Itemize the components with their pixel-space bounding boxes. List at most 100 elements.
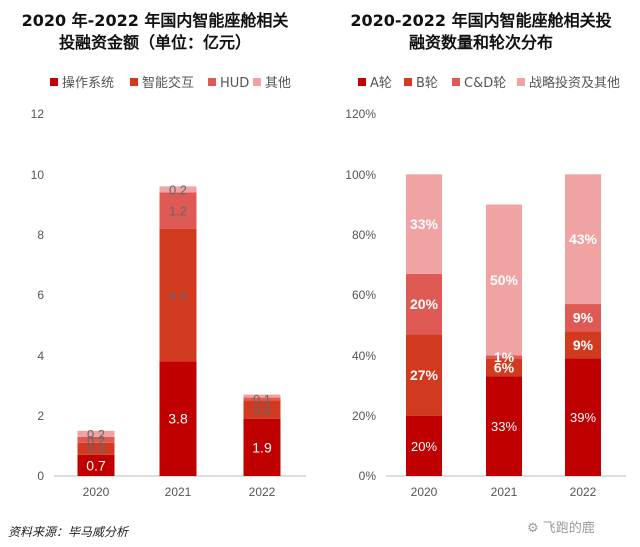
chart-funding-amount: 2020 年-2022 年国内智能座舱相关 投融资金额（单位：亿元） 操作系统 …: [22, 11, 306, 499]
round-label-2020-s3: 33%: [410, 216, 439, 232]
y-tick-60: 60%: [352, 288, 376, 302]
legend-swatch-a-round: [358, 78, 366, 86]
chart-round-distribution: 2020-2022 年国内智能座舱相关投 融资数量和轮次分布 A轮 B轮 C&D…: [345, 11, 626, 499]
amount-bar-2022-s2: [243, 397, 281, 401]
x-tick-2022: 2022: [249, 485, 276, 499]
amount-label-2020-s0: 0.7: [86, 457, 106, 473]
round-label-2021-s1: 6%: [494, 359, 515, 375]
legend: 操作系统 智能交互 HUD 其他: [50, 75, 291, 91]
round-bar-2021-s0: [486, 376, 522, 476]
chart-title-line1: 2020 年-2022 年国内智能座舱相关: [22, 11, 289, 30]
amount-bar-2020-s3: [77, 430, 115, 437]
round-bar-2022-s1: [565, 331, 601, 359]
legend-label-interaction: 智能交互: [142, 75, 194, 91]
chart-title-line2: 投融资金额（单位：亿元）: [59, 33, 251, 52]
legend-swatch-interaction: [130, 78, 138, 86]
y-tick-20: 20%: [352, 409, 376, 423]
round-label-2022-s2: 9%: [573, 310, 594, 326]
round-label-2021-s3: 50%: [490, 272, 519, 288]
legend-swatch-b-round: [404, 78, 412, 86]
amount-bar-2020-s2: [77, 436, 115, 443]
amount-bar-2022-s0: [243, 418, 281, 476]
round-label-2022-s3: 43%: [569, 231, 598, 247]
y-tick-120: 120%: [345, 107, 376, 121]
legend-label-strategic: 战略投资及其他: [529, 75, 620, 91]
y-tick-2: 2: [37, 409, 44, 423]
round-label-2020-s2: 20%: [410, 296, 439, 312]
round-bar-2020-s3: [406, 174, 442, 274]
amount-bar-2020-s1: [77, 442, 115, 455]
amount-label-2020-s2: 0.2: [87, 433, 105, 448]
legend-label-cd-round: C&D轮: [464, 76, 506, 91]
amount-label-2021-s1: 4.4: [169, 288, 187, 303]
round-bar-2022-s2: [565, 304, 601, 332]
y-tick-80: 80%: [352, 228, 376, 242]
y-axis: 0 2 4 6 8 10 12: [31, 107, 45, 483]
amount-bar-2020-s0: [77, 454, 115, 476]
amount-label-2022-s2: 0.1: [253, 392, 271, 407]
round-bar-2020-s0: [406, 415, 442, 476]
amount-label-2021-s2: 1.2: [169, 204, 187, 219]
amount-label-2021-s3: 0.2: [169, 182, 187, 197]
amount-label-2020-s3: 0.2: [87, 427, 105, 442]
y-axis: 0% 20% 40% 60% 80% 100% 120%: [345, 107, 376, 483]
round-bar-2021-s3: [486, 204, 522, 356]
legend-label-os: 操作系统: [62, 75, 114, 91]
legend-label-b-round: B轮: [416, 76, 438, 91]
legend-label-other: 其他: [265, 76, 291, 91]
amount-bar-2021-s1: [159, 228, 197, 362]
watermark: ⚙ 飞跑的鹿: [527, 521, 595, 536]
legend: A轮 B轮 C&D轮 战略投资及其他: [358, 75, 620, 91]
data-labels: 20% 27% 20% 33% 33% 6%1% 50% 39% 9% 9% 43%: [410, 216, 598, 454]
y-tick-10: 10: [31, 168, 45, 182]
y-tick-0: 0%: [359, 469, 377, 483]
round-label-2020-s1: 27%: [410, 367, 439, 383]
legend-swatch-os: [50, 78, 58, 86]
amount-label-2021-s0: 3.8: [168, 411, 188, 427]
y-tick-4: 4: [37, 349, 44, 363]
legend-label-hud: HUD: [220, 76, 249, 91]
amount-bar-2022-s1: [243, 400, 281, 419]
round-label-2021-s0: 33%: [491, 419, 517, 434]
bars: [406, 174, 601, 476]
amount-bar-2021-s2: [159, 192, 197, 229]
amount-label-2020-s1: 0.4: [87, 442, 105, 457]
y-tick-12: 12: [31, 107, 45, 121]
round-bar-2020-s1: [406, 334, 442, 416]
x-axis: 2020 2021 2022: [411, 485, 597, 499]
amount-bar-2021-s3: [159, 186, 197, 193]
y-tick-40: 40%: [352, 349, 376, 363]
x-tick-2021: 2021: [491, 485, 518, 499]
x-tick-2022: 2022: [570, 485, 597, 499]
amount-label-2022-s0: 1.9: [252, 439, 272, 455]
chart-title-line2: 融资数量和轮次分布: [409, 33, 553, 52]
x-tick-2020: 2020: [83, 485, 110, 499]
round-label-2022-s1: 9%: [573, 337, 594, 353]
round-label-2020-s0: 20%: [411, 439, 437, 454]
legend-swatch-strategic: [517, 78, 525, 86]
legend-swatch-other: [253, 78, 261, 86]
round-bar-2021-s2: [486, 355, 522, 359]
y-tick-0: 0: [37, 469, 44, 483]
x-tick-2020: 2020: [411, 485, 438, 499]
y-tick-100: 100%: [345, 168, 376, 182]
y-tick-6: 6: [37, 288, 44, 302]
amount-label-2022-s1: 0.6: [253, 403, 271, 418]
round-label-2021-s2: 1%: [494, 349, 515, 365]
bars: [77, 186, 281, 476]
source-note: 资料来源：毕马威分析: [8, 525, 129, 539]
round-bar-2021-s1: [486, 358, 522, 377]
data-labels: 0.70.40.20.23.84.41.20.21.90.60.1: [86, 182, 272, 473]
amount-bar-2021-s0: [159, 361, 197, 476]
legend-swatch-hud: [208, 78, 216, 86]
legend-label-a-round: A轮: [370, 76, 392, 91]
x-tick-2021: 2021: [165, 485, 192, 499]
chart-title-line1: 2020-2022 年国内智能座舱相关投: [350, 11, 611, 30]
round-bar-2020-s2: [406, 273, 442, 335]
round-bar-2022-s0: [565, 358, 601, 476]
x-axis: 2020 2021 2022: [83, 485, 276, 499]
y-tick-8: 8: [37, 228, 44, 242]
round-bar-2022-s3: [565, 174, 601, 305]
amount-bar-2022-s3: [243, 394, 281, 398]
round-label-2022-s0: 39%: [570, 410, 596, 425]
